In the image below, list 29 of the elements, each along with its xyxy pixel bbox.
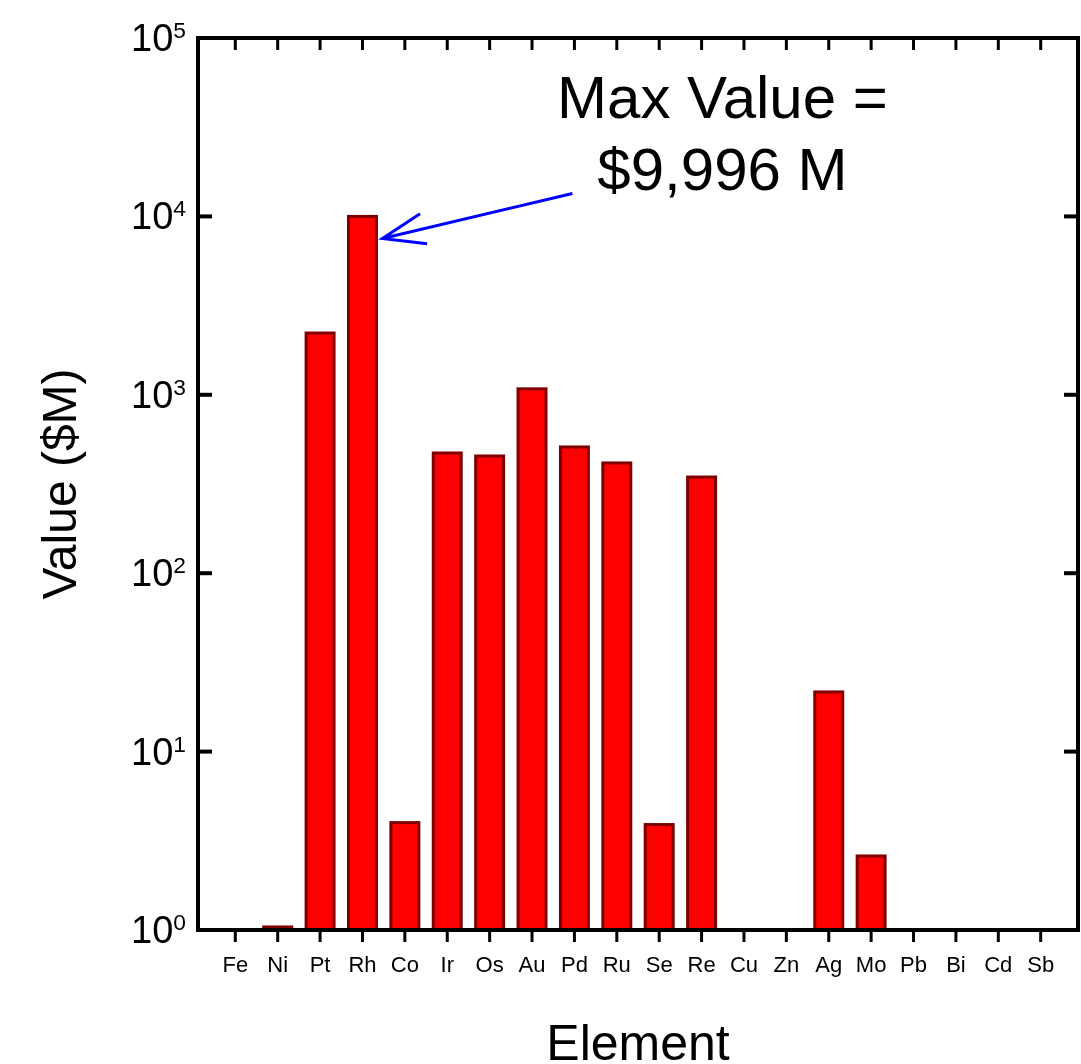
y-tick-label: 10$^{3}$ — [131, 373, 186, 416]
x-tick-label: Zn — [773, 952, 800, 977]
y-axis-title: Value ($M) — [33, 368, 86, 600]
x-tick-label: Au — [518, 952, 546, 977]
x-tick-label: Co — [390, 952, 419, 977]
x-tick-label: Ag — [815, 952, 843, 977]
x-tick-label: Cu — [729, 952, 759, 977]
x-tick-label: Pb — [900, 952, 927, 977]
x-tick-label: Re — [687, 952, 716, 977]
x-tick-label: Rh — [348, 952, 377, 977]
x-tick-label: Cd — [984, 952, 1013, 977]
y-tick-label: 10$^{2}$ — [131, 552, 186, 595]
x-tick-label: Se — [645, 952, 673, 977]
annotation: Max Value = $9,996 M — [557, 64, 888, 204]
x-tick-label: Pd — [560, 952, 588, 977]
x-axis-title: Element — [546, 1015, 730, 1064]
x-tick-label: Fe — [222, 952, 249, 977]
x-tick-label: Ru — [602, 952, 631, 977]
x-tick-label: Ir — [440, 952, 454, 977]
x-tick-label: Pt — [309, 952, 331, 977]
y-tick-label: 10$^{1}$ — [131, 730, 186, 773]
y-tick-label: 10$^{5}$ — [131, 17, 186, 59]
x-tick-label: Mo — [855, 952, 887, 977]
y-tick-label: 10$^{4}$ — [131, 195, 187, 238]
x-tick-label: Sb — [1027, 952, 1055, 977]
x-tick-label: Ni — [267, 952, 289, 977]
x-tick-label: Os — [475, 952, 504, 977]
x-tick-label: Bi — [946, 952, 966, 977]
y-tick-label: 10$^{0}$ — [131, 909, 186, 951]
